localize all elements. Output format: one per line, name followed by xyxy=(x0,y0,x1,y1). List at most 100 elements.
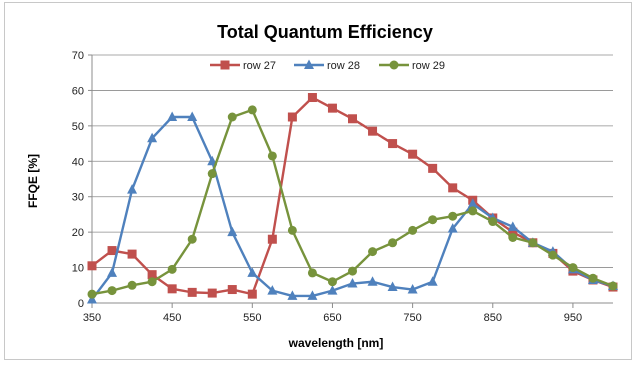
data-point xyxy=(87,293,97,304)
data-point xyxy=(127,249,137,259)
legend-item: row 27 xyxy=(210,60,276,72)
x-tick-label: 850 xyxy=(484,312,502,324)
data-point xyxy=(507,221,518,231)
legend-item: row 28 xyxy=(294,59,360,72)
data-point xyxy=(347,278,358,288)
x-tick-label: 550 xyxy=(243,312,261,324)
data-point xyxy=(588,273,598,283)
series-line xyxy=(91,96,614,296)
data-point xyxy=(147,132,158,143)
chart-title: Total Quantum Efficiency xyxy=(217,22,433,42)
data-point xyxy=(107,246,117,256)
y-tick-label: 40 xyxy=(72,156,84,168)
y-tick-label: 30 xyxy=(72,192,84,204)
data-point xyxy=(207,169,217,179)
data-point xyxy=(307,93,317,103)
x-tick-label: 750 xyxy=(403,312,421,324)
y-tick-label: 60 xyxy=(72,85,84,97)
data-point xyxy=(227,112,237,122)
data-point xyxy=(348,114,357,124)
data-point xyxy=(187,287,197,297)
data-point xyxy=(408,149,418,159)
y-axis-title: FFQE [%] xyxy=(26,154,40,208)
data-point xyxy=(147,270,157,280)
data-point xyxy=(307,290,318,300)
data-point xyxy=(327,285,338,295)
data-point xyxy=(548,250,558,260)
x-tick-label: 450 xyxy=(163,312,181,324)
data-point xyxy=(407,284,418,294)
data-point xyxy=(447,223,458,233)
data-point xyxy=(368,126,378,136)
legend: row 27 row 28 row 29 xyxy=(210,59,445,72)
data-point xyxy=(448,211,458,221)
data-point xyxy=(387,281,398,292)
x-tick-label: 650 xyxy=(323,312,341,324)
data-point xyxy=(267,151,277,161)
data-point xyxy=(468,206,478,216)
data-point xyxy=(408,225,418,235)
data-point xyxy=(608,281,618,291)
data-point xyxy=(267,234,277,244)
data-point xyxy=(427,276,438,286)
data-point xyxy=(247,289,257,299)
data-point xyxy=(467,198,478,208)
data-point xyxy=(107,267,118,277)
data-point xyxy=(428,215,438,225)
data-point xyxy=(327,103,337,113)
chart-frame: Total Quantum Efficiency 0 10 20 30 40 50 60 70… xyxy=(4,2,632,360)
x-tick-label: 350 xyxy=(83,312,101,324)
data-point xyxy=(348,266,357,276)
data-point xyxy=(267,285,278,295)
data-point xyxy=(428,163,438,173)
data-point xyxy=(287,225,297,235)
data-point xyxy=(167,284,177,294)
y-tick-label: 20 xyxy=(72,227,84,239)
y-tick-label: 0 xyxy=(78,298,84,310)
legend-marker xyxy=(304,59,314,69)
data-point xyxy=(388,238,398,248)
data-point xyxy=(187,234,197,244)
data-point xyxy=(227,285,237,295)
data-point xyxy=(307,268,317,278)
data-point xyxy=(227,226,238,237)
data-point xyxy=(528,238,538,248)
y-tick-label: 50 xyxy=(72,121,84,133)
data-point xyxy=(508,227,518,237)
x-tick-label: 950 xyxy=(564,312,582,324)
data-point xyxy=(167,111,178,121)
data-point xyxy=(388,139,398,149)
data-point xyxy=(508,232,518,242)
series-group xyxy=(87,93,618,304)
x-axis-title: wavelength [nm] xyxy=(288,336,384,350)
data-point xyxy=(367,276,378,286)
data-point xyxy=(247,105,257,115)
data-point xyxy=(127,280,137,290)
legend-item: row 29 xyxy=(379,60,445,72)
legend-label: row 28 xyxy=(327,60,360,72)
legend-label: row 29 xyxy=(412,60,445,72)
data-point xyxy=(87,261,97,271)
data-point xyxy=(327,277,337,287)
data-point xyxy=(147,277,157,287)
data-point xyxy=(488,217,498,227)
data-point xyxy=(167,264,177,274)
series-row-29 xyxy=(87,105,618,299)
legend-label: row 27 xyxy=(243,60,276,72)
data-point xyxy=(187,111,198,121)
data-point xyxy=(368,247,378,257)
data-point xyxy=(287,290,298,300)
legend-marker xyxy=(389,60,399,70)
data-point xyxy=(87,289,97,299)
data-point xyxy=(207,288,217,298)
legend-marker xyxy=(220,60,230,70)
data-point xyxy=(448,183,458,193)
data-point xyxy=(127,184,138,194)
data-point xyxy=(207,155,218,166)
y-tick-label: 10 xyxy=(72,263,84,275)
y-tick-label: 70 xyxy=(72,50,84,62)
data-point xyxy=(247,267,258,277)
qe-line-chart: Total Quantum Efficiency 0 10 20 30 40 50 60 70… xyxy=(26,22,618,350)
data-point xyxy=(568,263,578,273)
data-point xyxy=(287,112,297,122)
